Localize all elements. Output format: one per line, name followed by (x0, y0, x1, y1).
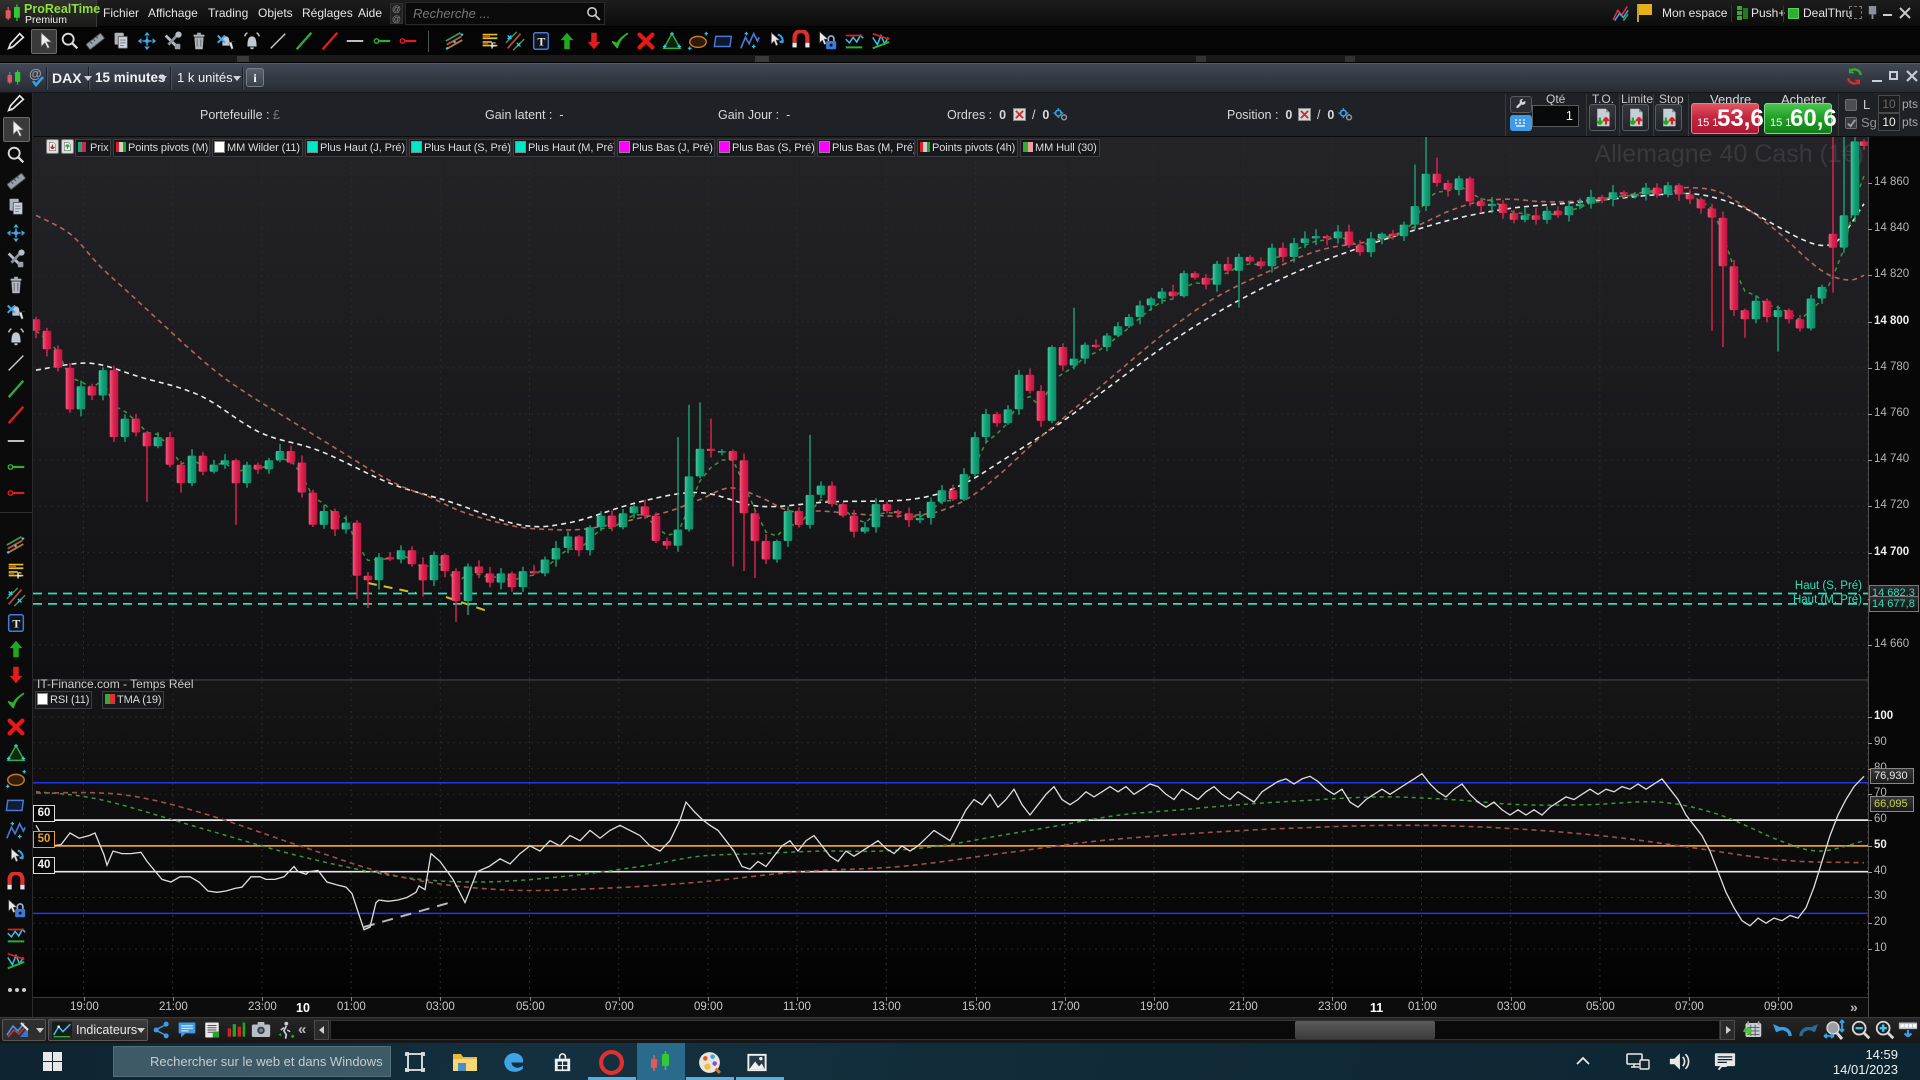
svg-text:Haut (S, Pré): Haut (S, Pré) (1795, 580, 1862, 592)
svg-text:Allemagne 40 Cash (1€): Allemagne 40 Cash (1€) (1594, 140, 1864, 168)
svg-text:Haut (M, Pré): Haut (M, Pré) (1793, 594, 1862, 606)
svg-text:IT-Finance.com - Temps Réel: IT-Finance.com - Temps Réel (37, 677, 194, 691)
